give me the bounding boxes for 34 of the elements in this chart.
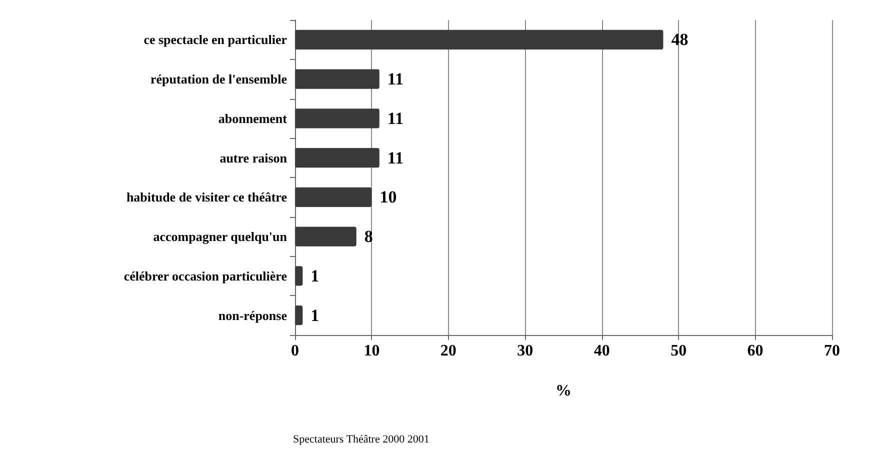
data-label: 11 <box>387 108 404 128</box>
bar <box>295 148 380 168</box>
bar <box>295 69 380 89</box>
data-label: 11 <box>387 70 404 89</box>
x-tick-label: 10 <box>364 342 380 360</box>
bar <box>295 187 372 208</box>
y-tick-label: célébrer occasion particulière <box>124 268 288 284</box>
x-tick-label: 50 <box>670 342 687 360</box>
data-label: 10 <box>380 188 397 207</box>
y-tick-label: non-réponse <box>218 308 288 323</box>
x-tick-label: 30 <box>517 342 534 360</box>
y-tick-label: réputation de l'ensemble <box>150 72 288 87</box>
x-tick-label: 20 <box>440 342 456 360</box>
bar <box>295 226 356 246</box>
data-label: 48 <box>671 30 688 50</box>
y-tick-label: habitude de visiter ce théâtre <box>126 190 288 205</box>
data-label: 8 <box>364 227 373 246</box>
bar <box>295 266 303 286</box>
y-tick-label: abonnement <box>218 110 288 126</box>
data-label: 11 <box>387 148 404 168</box>
x-tick-label: 40 <box>594 342 610 360</box>
bar <box>295 108 380 128</box>
x-tick-label: 70 <box>824 342 840 360</box>
x-tick-label: 0 <box>291 342 299 360</box>
text: Spectateurs Théâtre 2000 2001 <box>293 434 430 446</box>
x-tick-label: 60 <box>747 342 764 360</box>
data-label: 1 <box>310 266 320 286</box>
y-tick-label: autre raison <box>220 150 288 166</box>
bar <box>295 305 303 326</box>
y-tick-label: ce spectacle en particulier <box>144 32 288 48</box>
data-label: 1 <box>310 306 320 325</box>
y-tick-label: accompagner quelqu'un <box>153 229 288 244</box>
x-axis-title: % <box>556 382 572 400</box>
bar <box>295 30 664 50</box>
